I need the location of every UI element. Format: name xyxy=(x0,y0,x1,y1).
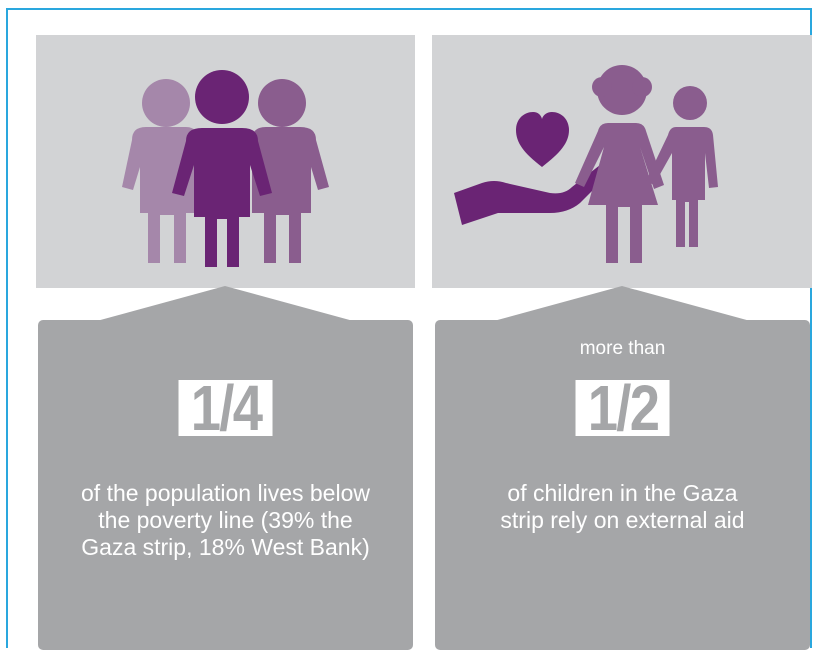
stat-fraction: 1/4 xyxy=(178,372,273,444)
card-pointer xyxy=(93,286,357,322)
stat-text-panel: more than 1/2 of children in the Gaza st… xyxy=(435,320,810,650)
stat-illustration-panel xyxy=(432,35,812,288)
stat-prefix: more than xyxy=(579,338,666,359)
stat-description-line: strip rely on external aid xyxy=(500,507,745,533)
stat-text-panel: 1/4 of the population lives below the po… xyxy=(38,320,413,650)
infographic-frame xyxy=(6,8,812,648)
card-pointer xyxy=(490,286,754,322)
stat-description-line: the poverty line (39% the xyxy=(98,507,353,533)
stat-description-line: Gaza strip, 18% West Bank) xyxy=(81,534,370,560)
stat-fraction: 1/2 xyxy=(575,372,670,444)
group-of-people-icon xyxy=(122,70,329,267)
stat-illustration-panel xyxy=(36,35,415,288)
stat-fraction-value: 1/2 xyxy=(587,372,659,444)
stat-fraction-value: 1/4 xyxy=(190,372,262,444)
stat-description: of children in the Gaza strip rely on ex… xyxy=(435,480,810,534)
stat-description-line: of the population lives below xyxy=(81,480,370,506)
stat-description: of the population lives below the povert… xyxy=(38,480,413,561)
hand-giving-heart-to-family-icon xyxy=(454,65,718,263)
stat-description-line: of children in the Gaza xyxy=(507,480,738,506)
